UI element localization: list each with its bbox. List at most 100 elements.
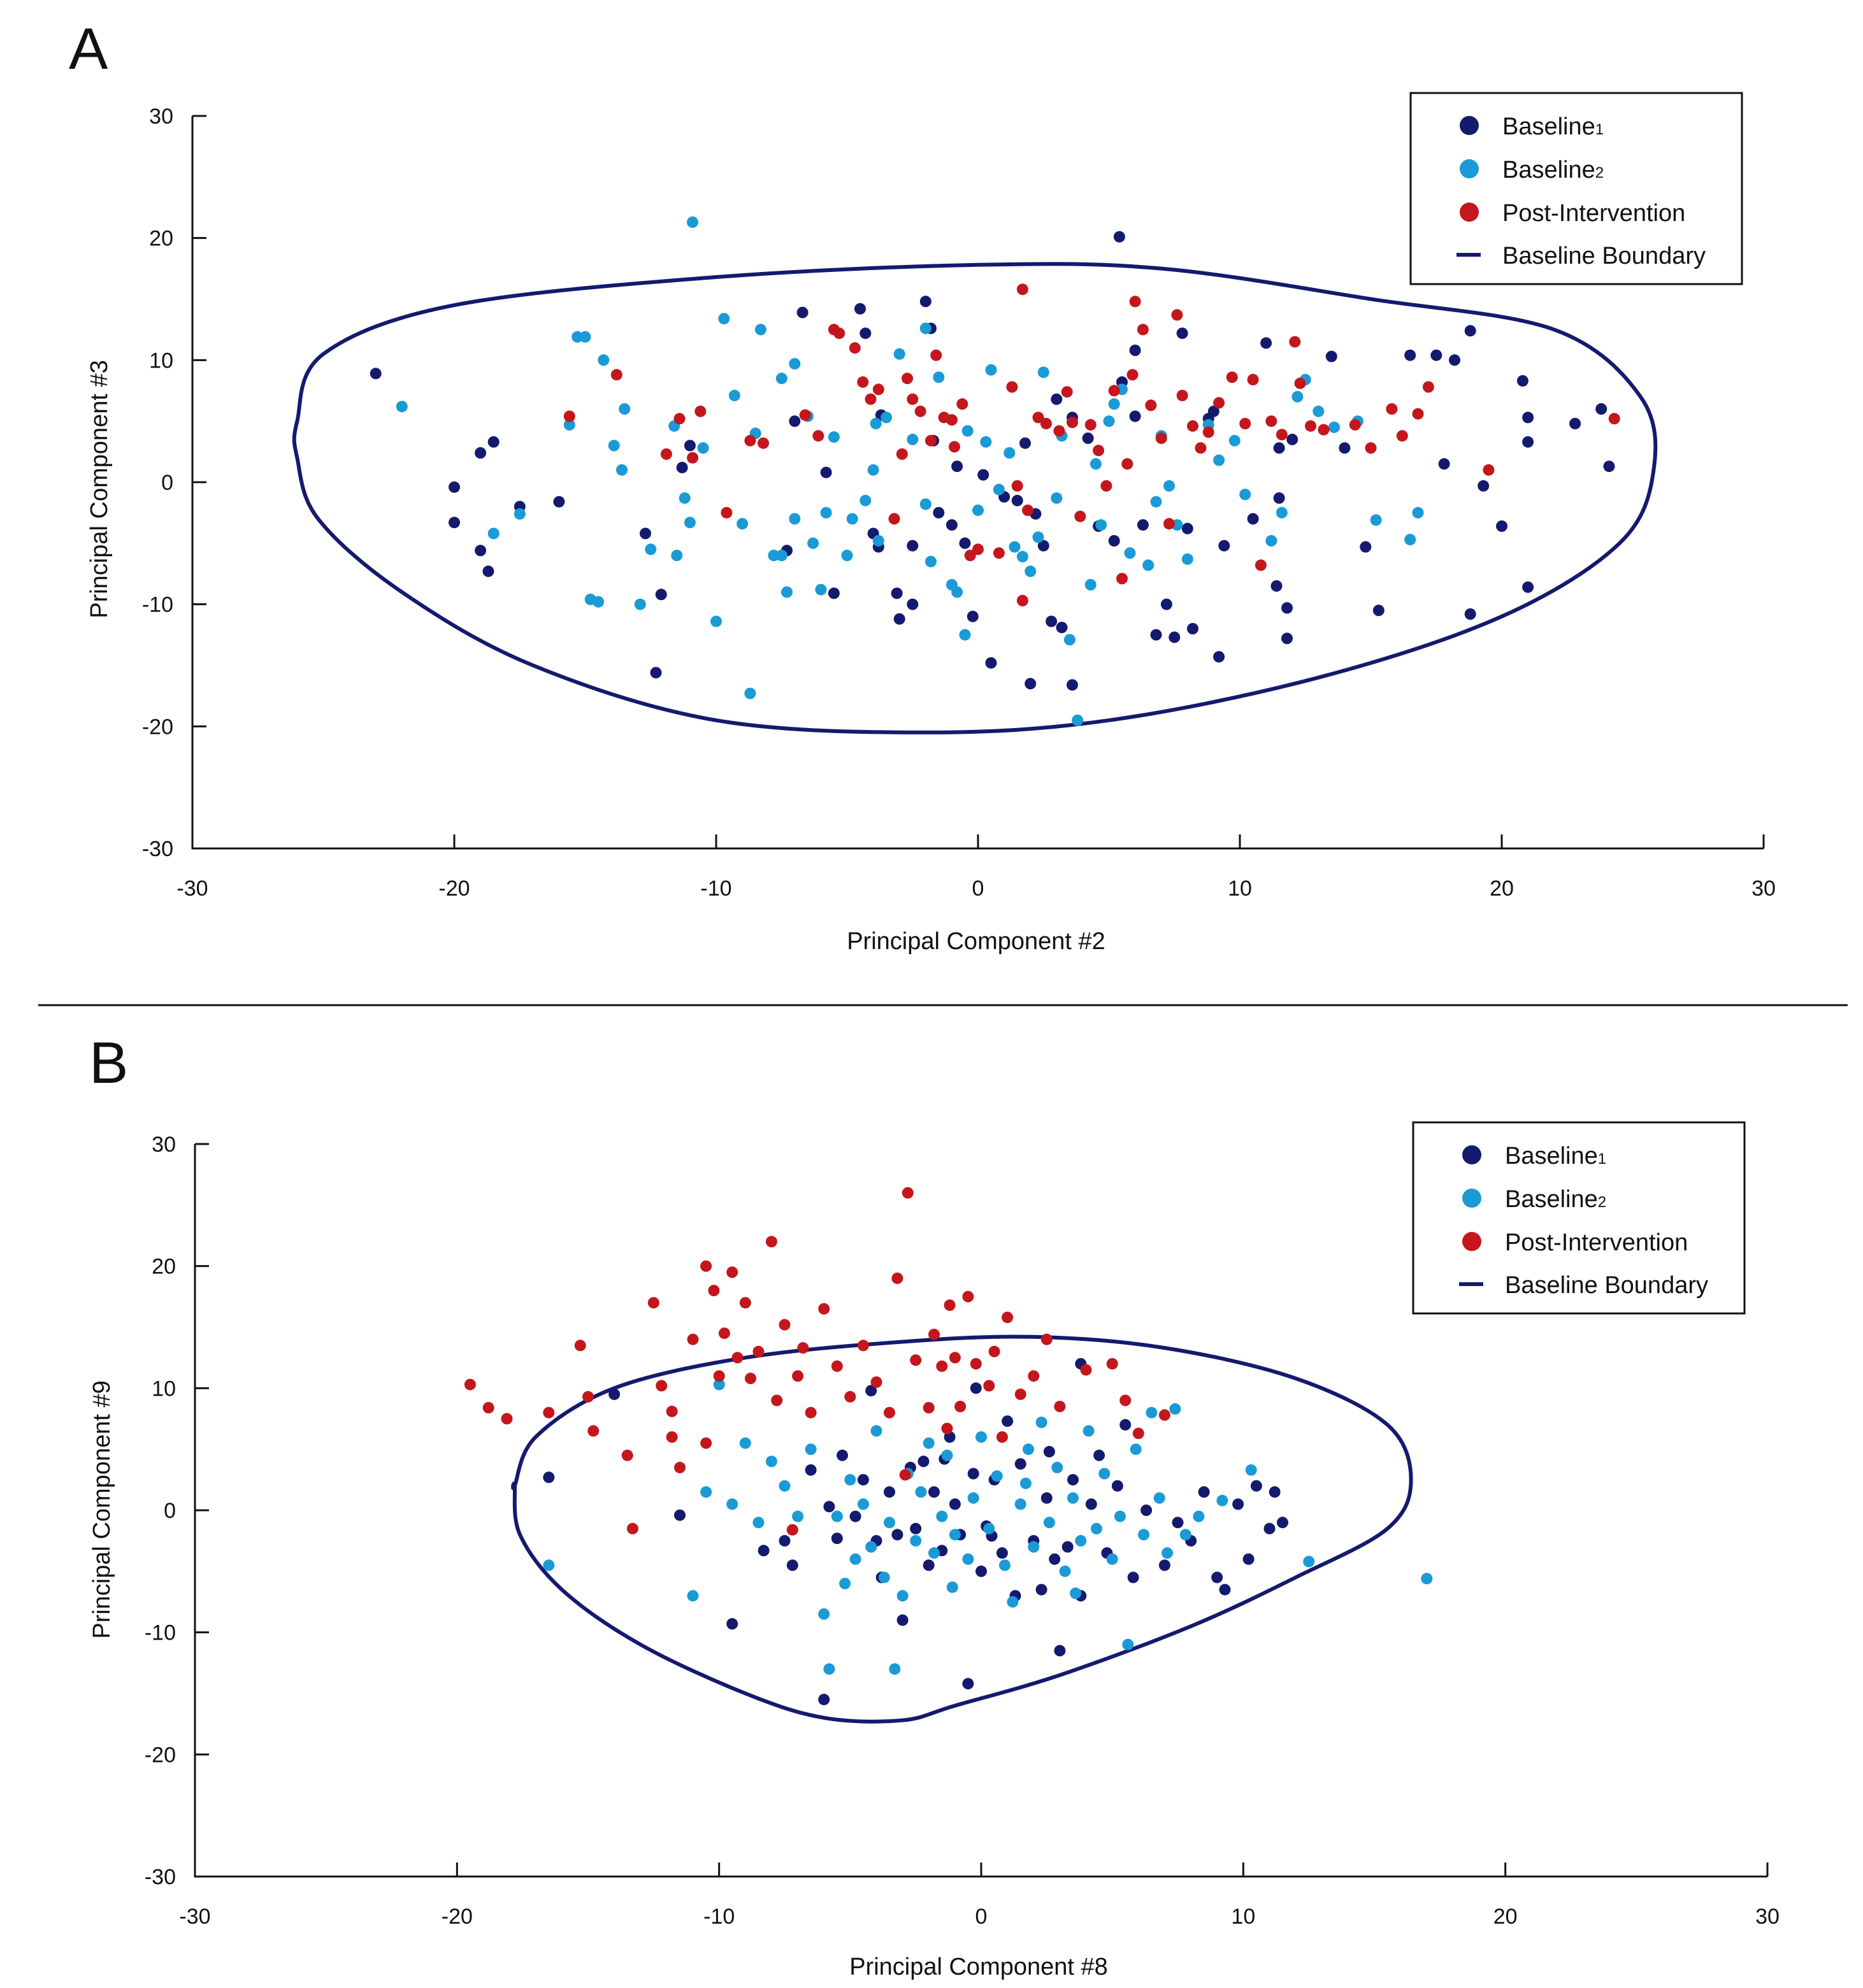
point-baseline1 [1011,494,1023,506]
point-baseline1 [1043,1446,1055,1457]
legend-marker-post-intervention [1462,1232,1481,1251]
point-post-intervention [786,1524,798,1536]
point-baseline2 [1072,714,1084,726]
point-baseline2 [754,324,766,336]
point-baseline1 [1339,442,1351,454]
point-baseline2 [1193,1510,1205,1522]
x-axis-label-b: Principal Component #8 [849,1954,1108,1980]
point-baseline1 [837,1449,848,1461]
point-post-intervention [1132,1427,1144,1440]
point-baseline2 [936,1510,948,1522]
point-baseline1 [1281,602,1293,614]
point-baseline2 [828,431,840,443]
x-tick-label: -10 [703,1905,735,1929]
point-baseline2 [865,1541,877,1553]
point-baseline2 [985,364,997,376]
point-baseline2 [1106,1553,1118,1565]
point-post-intervention [708,1285,720,1296]
point-post-intervention [896,448,908,460]
point-baseline2 [1098,1468,1111,1480]
point-post-intervention [666,1405,678,1417]
point-baseline2 [1003,447,1016,459]
point-baseline1 [1137,519,1149,531]
point-post-intervention [1054,1401,1066,1413]
point-baseline1 [823,1501,835,1513]
point-baseline1 [1172,1517,1184,1529]
x-tick-label: -20 [438,876,470,901]
point-baseline1 [818,1694,830,1706]
point-baseline2 [781,586,793,598]
point-post-intervention [936,1360,948,1372]
point-post-intervention [993,547,1005,559]
point-baseline1 [1219,1584,1231,1596]
point-post-intervention [700,1437,712,1449]
point-baseline1 [1464,608,1476,620]
point-baseline2 [870,418,882,429]
point-baseline1 [1438,458,1450,470]
point-post-intervention [891,1272,903,1284]
x-tick-label: 30 [1755,1905,1780,1929]
point-post-intervention [1100,480,1112,492]
point-baseline2 [1328,421,1340,433]
point-baseline1 [891,587,903,599]
point-post-intervention [1349,418,1361,431]
point-baseline1 [1169,631,1181,643]
point-baseline2 [697,442,709,454]
point-baseline2 [1016,550,1028,562]
point-baseline1 [1002,1415,1014,1427]
point-post-intervention [626,1522,638,1534]
point-post-intervention [1412,408,1424,420]
point-baseline2 [1313,405,1325,417]
point-baseline2 [846,513,858,525]
point-baseline2 [941,1449,953,1461]
point-post-intervention [1126,369,1139,381]
point-baseline2 [839,1578,851,1589]
legend-label-post-intervention: Post-Intervention [1505,1229,1688,1256]
point-baseline2 [1138,1529,1149,1541]
point-post-intervention [844,1391,856,1403]
point-baseline1 [933,506,945,518]
point-post-intervention [792,1370,804,1382]
point-post-intervention [543,1406,555,1419]
point-baseline1 [684,440,696,452]
point-post-intervention [656,1380,668,1392]
point-baseline2 [1153,1492,1165,1504]
point-baseline2 [1063,634,1075,646]
point-post-intervention [758,437,769,449]
y-tick-label: 20 [149,227,173,251]
point-baseline2 [671,550,683,561]
legend-label-post-intervention: Post-Intervention [1502,200,1685,227]
point-baseline2 [1146,1406,1158,1419]
point-baseline2 [1103,415,1115,427]
point-baseline2 [1075,1534,1087,1547]
point-baseline2 [718,313,730,325]
point-post-intervention [587,1425,600,1437]
point-post-intervention [621,1449,633,1461]
point-post-intervention [818,1303,830,1315]
point-baseline2 [1142,559,1154,571]
point-post-intervention [1002,1312,1014,1324]
point-baseline2 [1228,434,1241,447]
point-post-intervention [1213,397,1225,409]
point-baseline2 [1083,1425,1095,1437]
point-post-intervention [687,452,698,464]
legend-marker-baseline1 [1462,1145,1481,1164]
point-post-intervention [745,1373,756,1384]
point-baseline2 [933,371,945,383]
point-post-intervention [946,414,958,426]
scatter-plot-a: -30 -20 -10 0 10 20 30 -30 -20 -10 0 10 20 30 Princip… [86,104,1776,955]
point-baseline1 [1325,350,1337,362]
point-baseline1 [1218,540,1230,552]
point-baseline2 [961,425,974,437]
point-post-intervention [1053,425,1065,437]
legend-label-boundary: Baseline Boundary [1502,243,1706,269]
point-baseline1 [1277,1517,1288,1529]
point-post-intervention [1305,420,1316,432]
y-axis-label-a: Principal Component #3 [86,360,113,619]
point-post-intervention [673,413,686,425]
y-tick-label: -30 [142,837,173,861]
point-post-intervention [888,513,900,525]
point-post-intervention [666,1431,678,1443]
point-baseline1 [1093,1449,1105,1461]
point-post-intervention [849,342,861,354]
